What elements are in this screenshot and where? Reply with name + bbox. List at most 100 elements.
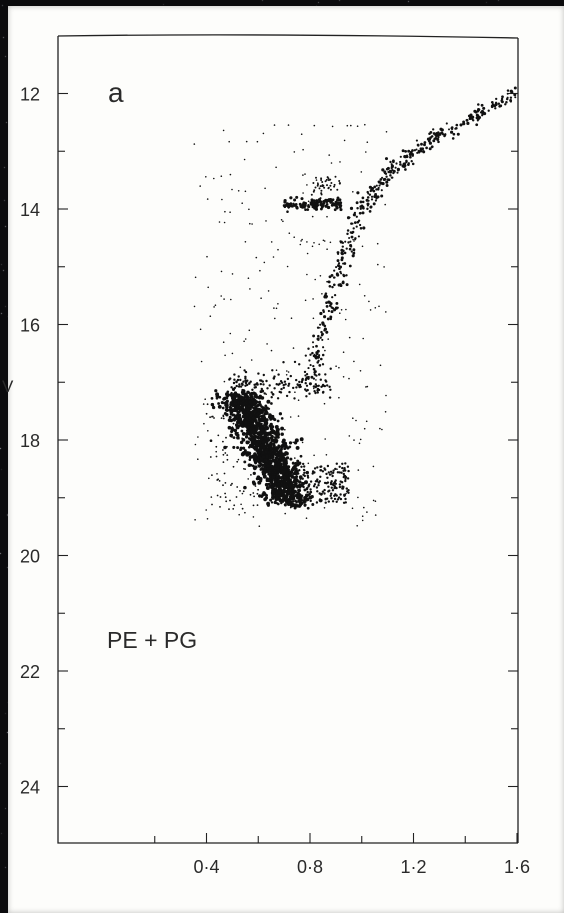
star-point [281, 457, 286, 462]
star-point [252, 516, 255, 518]
star-point [217, 434, 220, 437]
star-point [263, 426, 268, 431]
star-point [267, 472, 271, 476]
star-point [281, 500, 285, 503]
star-point [316, 184, 319, 187]
star-point [372, 465, 375, 468]
star-point [359, 200, 363, 204]
star-point [256, 424, 260, 428]
star-point [224, 452, 227, 454]
star-point [506, 89, 510, 92]
star-point [244, 420, 248, 425]
star-point [276, 432, 281, 437]
star-point [471, 119, 475, 122]
star-point [218, 221, 221, 223]
star-point [336, 471, 340, 474]
star-point [225, 436, 227, 439]
star-point [263, 466, 267, 470]
star-point [391, 168, 394, 172]
star-point [494, 102, 498, 107]
star-point [330, 306, 333, 309]
star-point [313, 370, 317, 374]
star-point [340, 471, 343, 474]
star-point [315, 486, 319, 489]
star-point [304, 382, 307, 385]
star-point [239, 366, 242, 369]
star-point [259, 379, 262, 382]
star-point [365, 386, 367, 388]
star-point [205, 176, 207, 178]
star-point [351, 507, 354, 510]
star-point [313, 387, 315, 390]
star-point [309, 480, 313, 483]
star-point [344, 479, 347, 483]
star-point [281, 454, 285, 458]
star-point [293, 198, 297, 202]
star-point [374, 307, 377, 309]
star-point [340, 309, 343, 311]
star-point [237, 385, 241, 388]
star-point [271, 494, 275, 498]
star-point [277, 373, 280, 376]
star-point [287, 207, 290, 209]
star-point [347, 241, 350, 244]
star-point [223, 472, 226, 475]
star-point [305, 384, 309, 387]
star-point [222, 484, 224, 487]
star-point [312, 182, 315, 184]
star-point [317, 484, 320, 487]
star-point [193, 305, 196, 308]
star-point [249, 434, 253, 438]
star-point [301, 477, 304, 480]
star-point [251, 422, 254, 426]
star-point [509, 89, 513, 93]
star-point [225, 392, 229, 397]
star-point [273, 436, 275, 438]
star-point [304, 388, 307, 391]
star-point [238, 513, 240, 516]
star-point [297, 462, 300, 465]
star-point [363, 427, 366, 430]
panel-label: a [108, 77, 124, 108]
star-point [248, 329, 251, 332]
star-point [345, 492, 347, 495]
star-point [306, 476, 310, 479]
star-point [222, 341, 225, 344]
star-point [296, 459, 300, 463]
star-point [348, 336, 351, 339]
star-point [350, 250, 353, 253]
star-point [242, 412, 246, 416]
star-point [259, 414, 263, 418]
star-point [216, 494, 219, 497]
star-point [231, 273, 234, 275]
star-point [324, 438, 327, 440]
star-point [437, 131, 440, 134]
star-point [320, 334, 324, 337]
star-point [229, 406, 233, 411]
star-point [285, 394, 289, 398]
star-point [305, 395, 308, 398]
star-point [254, 445, 256, 448]
star-point [252, 427, 256, 431]
star-point [327, 471, 330, 474]
star-point [287, 486, 290, 489]
star-point [263, 475, 267, 479]
star-point [315, 501, 319, 504]
star-point [336, 259, 340, 263]
star-point [339, 497, 343, 501]
star-point [228, 415, 232, 419]
star-point [239, 401, 243, 405]
star-point [247, 277, 250, 280]
star-point [349, 216, 351, 219]
star-point [219, 506, 221, 508]
star-point [394, 166, 397, 169]
star-point [285, 501, 288, 504]
star-point [265, 411, 269, 415]
star-point [221, 198, 223, 201]
star-point [321, 363, 325, 366]
star-point [312, 334, 316, 338]
star-point [313, 124, 316, 127]
star-point [256, 400, 258, 403]
star-point [289, 491, 292, 494]
star-point [200, 360, 203, 363]
